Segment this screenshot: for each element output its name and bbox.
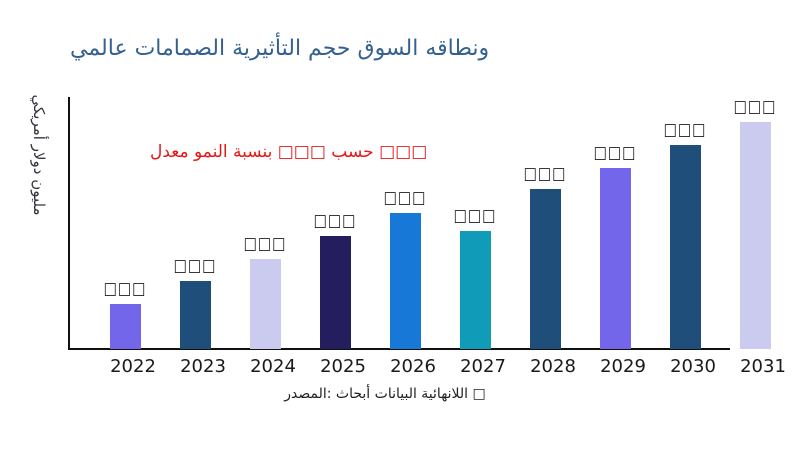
bar-2025 bbox=[319, 236, 351, 349]
growth-rate-annotation: □□□ حسب □□□ بنسبة النمو معدل bbox=[150, 142, 428, 162]
x-tick-label-2031: 2031 bbox=[740, 356, 786, 377]
bar-value-label-2022: □□□ bbox=[103, 279, 147, 299]
bar-value-label-2025: □□□ bbox=[313, 211, 357, 231]
source-attribution: □ اللانهائية البيانات أبحاث :المصدر bbox=[284, 386, 486, 402]
y-axis-line bbox=[68, 97, 70, 350]
x-tick-label-2023: 2023 bbox=[180, 356, 226, 377]
x-tick-label-2026: 2026 bbox=[390, 356, 436, 377]
bar-value-label-2026: □□□ bbox=[383, 188, 427, 208]
bar-value-label-2027: □□□ bbox=[453, 206, 497, 226]
x-tick-label-2029: 2029 bbox=[600, 356, 646, 377]
x-axis-line bbox=[68, 348, 730, 350]
bar-value-label-2030: □□□ bbox=[663, 120, 707, 140]
bar-2023 bbox=[179, 281, 211, 349]
x-tick-label-2030: 2030 bbox=[670, 356, 716, 377]
bar-value-label-2024: □□□ bbox=[243, 234, 287, 254]
bar-value-label-2028: □□□ bbox=[523, 164, 567, 184]
bar-value-label-2023: □□□ bbox=[173, 256, 217, 276]
bar-value-label-2029: □□□ bbox=[593, 143, 637, 163]
bar-2028 bbox=[529, 189, 561, 349]
x-tick-label-2024: 2024 bbox=[250, 356, 296, 377]
bar-2029 bbox=[599, 168, 631, 349]
bar-2031 bbox=[739, 122, 771, 349]
bar-2026 bbox=[389, 213, 421, 349]
x-tick-label-2025: 2025 bbox=[320, 356, 366, 377]
bar-2030 bbox=[669, 145, 701, 349]
chart-title: ونطاقه السوق حجم التأثيرية الصمامات عالم… bbox=[70, 36, 490, 61]
y-axis-label: مليون دولار أمريكي bbox=[30, 94, 48, 216]
bar-2027 bbox=[459, 231, 491, 349]
x-tick-label-2027: 2027 bbox=[460, 356, 506, 377]
x-tick-label-2022: 2022 bbox=[110, 356, 156, 377]
bar-value-label-2031: □□□ bbox=[733, 97, 777, 117]
bar-2022 bbox=[109, 304, 141, 349]
bar-2024 bbox=[249, 259, 281, 349]
x-tick-label-2028: 2028 bbox=[530, 356, 576, 377]
